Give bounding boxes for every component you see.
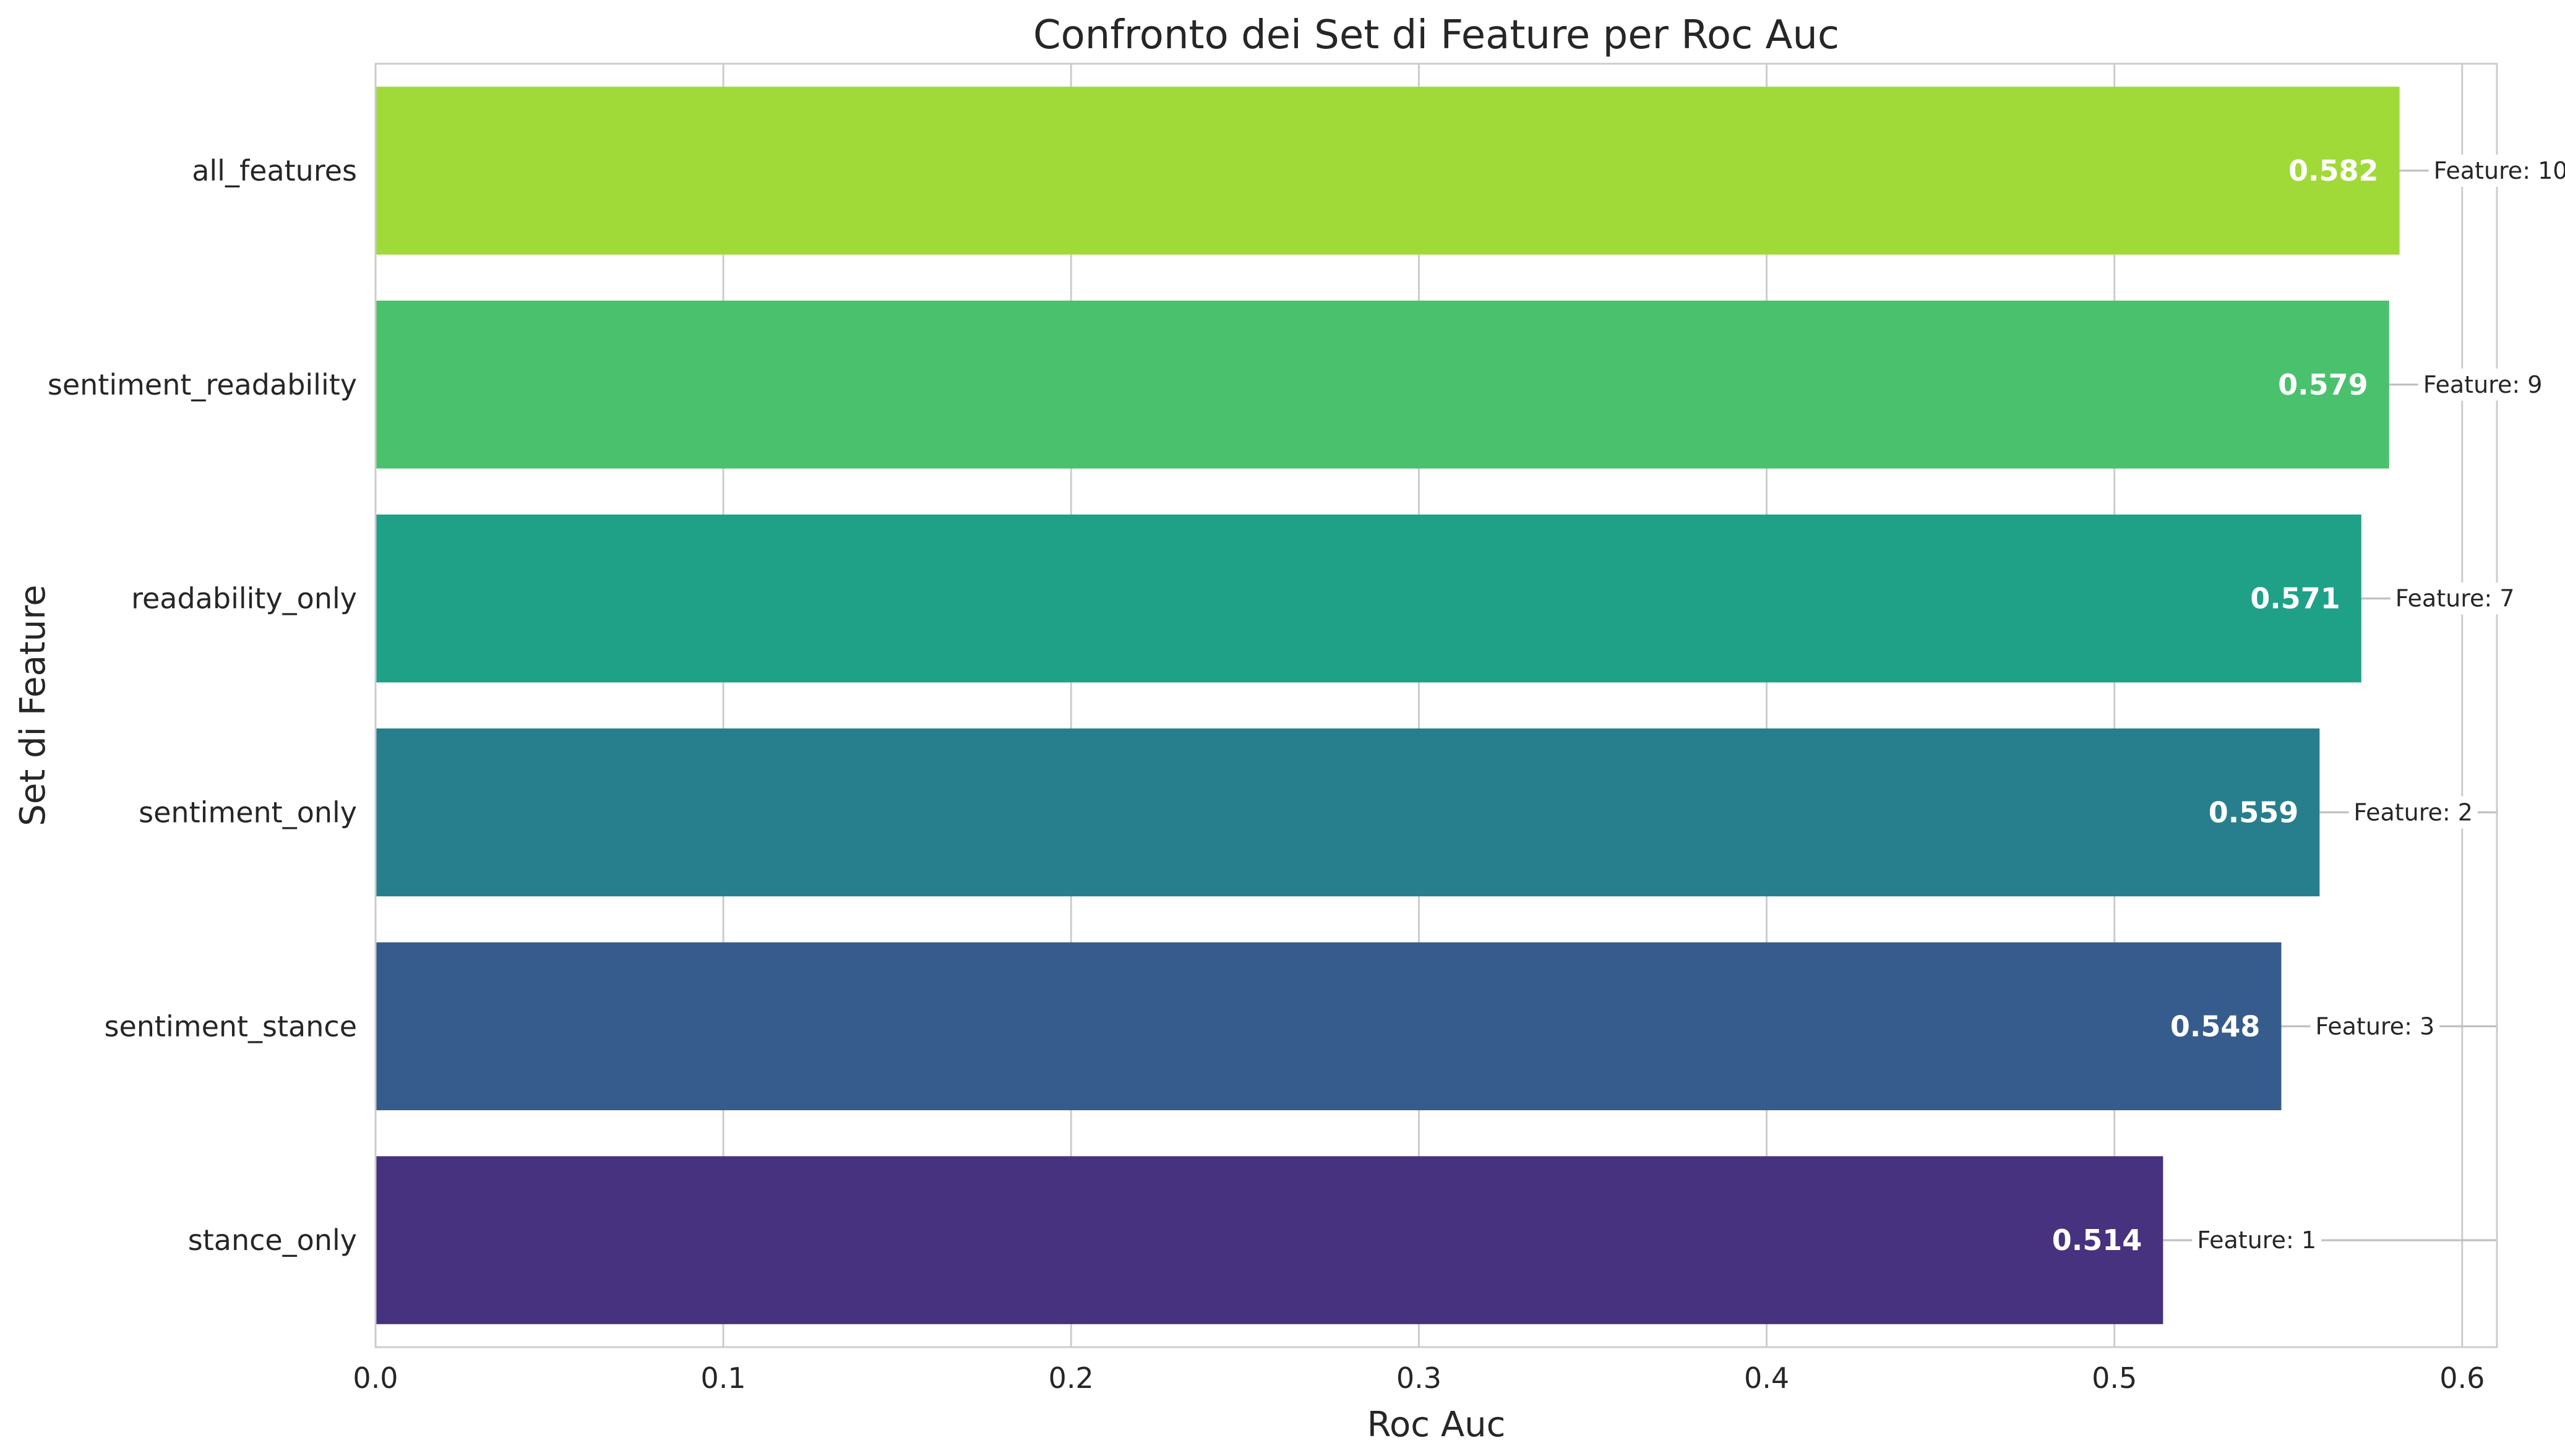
value-label: 0.571 — [2250, 582, 2340, 615]
bar — [376, 301, 2389, 469]
count-label-background — [2348, 796, 2478, 829]
value-label: 0.582 — [2288, 154, 2379, 187]
y-tick-label: sentiment_readability — [48, 368, 357, 401]
count-label-background — [2428, 154, 2565, 187]
y-tick-label: readability_only — [131, 582, 357, 615]
x-tick-label: 0.2 — [1049, 1361, 1094, 1395]
x-tick-label: 0.3 — [1396, 1361, 1441, 1395]
feature-count-label: Feature: 10 — [2434, 157, 2565, 184]
bars — [376, 87, 2400, 1324]
value-label: 0.514 — [2052, 1223, 2142, 1257]
chart-title: Confronto dei Set di Feature per Roc Auc — [1033, 12, 1839, 58]
y-axis-label: Set di Feature — [13, 585, 53, 826]
x-tick-label: 0.6 — [2439, 1361, 2485, 1395]
feature-count-label: Feature: 2 — [2353, 799, 2473, 826]
x-tick-label: 0.4 — [1744, 1361, 1789, 1395]
count-label-background — [2418, 368, 2548, 401]
plot-frame — [374, 62, 2498, 1348]
count-label-background — [2390, 582, 2520, 615]
feature-count-label: Feature: 1 — [2197, 1227, 2316, 1254]
value-label: 0.579 — [2278, 368, 2368, 401]
bar — [376, 942, 2282, 1110]
y-tick-label: all_features — [192, 154, 357, 187]
bar — [376, 514, 2361, 683]
y-tick-label: sentiment_only — [139, 795, 357, 829]
bar — [376, 87, 2400, 255]
labels: 0.0 0.1 0.2 0.3 0.4 0.5 0.6 all_features 0.582 Fe… — [48, 154, 2565, 1395]
bar — [376, 1156, 2163, 1324]
value-label: 0.559 — [2209, 795, 2299, 829]
x-tick-label: 0.5 — [2092, 1361, 2137, 1395]
x-tick-label: 0.0 — [353, 1361, 398, 1395]
feature-count-label: Feature: 7 — [2395, 585, 2515, 612]
feature-count-label: Feature: 3 — [2315, 1013, 2434, 1040]
count-label-background — [2192, 1224, 2322, 1257]
y-tick-label: sentiment_stance — [105, 1009, 357, 1043]
x-tick-label: 0.1 — [701, 1361, 746, 1395]
feature-count-label: Feature: 9 — [2423, 371, 2543, 398]
x-axis-label: Roc Auc — [1367, 1405, 1506, 1445]
count-label-background — [2310, 1010, 2440, 1043]
bar — [376, 728, 2320, 897]
grid-lines — [374, 64, 2497, 1347]
value-label: 0.548 — [2170, 1009, 2261, 1043]
y-tick-label: stance_only — [188, 1223, 357, 1257]
